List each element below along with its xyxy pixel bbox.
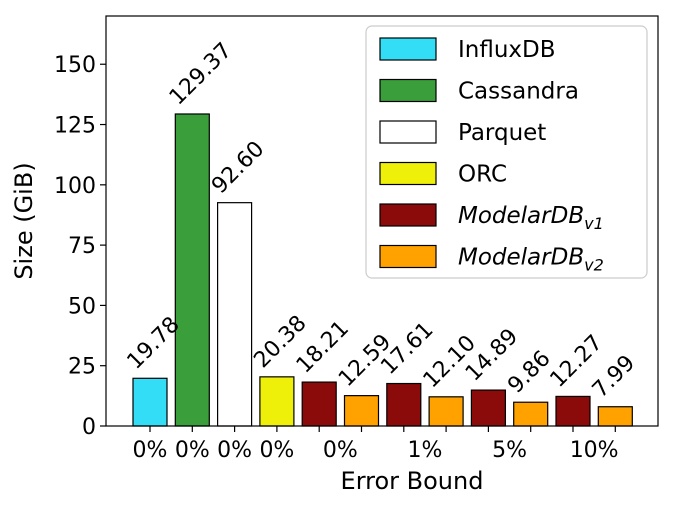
y-axis-label: Size (GiB) — [10, 162, 38, 279]
x-tick-label: 0% — [259, 438, 294, 463]
legend-cassandra-swatch — [379, 78, 437, 103]
legend-modelardb-v2-name: ModelarDB — [458, 245, 584, 271]
y-axis: 0 25 50 75 100 125 150 — [54, 53, 106, 440]
legend-orc-name: ORC — [458, 162, 507, 188]
bar-modelardb-v2-11 — [597, 406, 633, 427]
x-tick-label: 1% — [407, 438, 442, 463]
legend-parquet-label: Parquet — [458, 120, 546, 146]
y-tick-label: 25 — [68, 355, 96, 380]
bar-influxdb-0 — [132, 377, 168, 427]
legend-influxdb-swatch — [379, 37, 437, 61]
bar-modelardb-v1-6 — [386, 382, 422, 427]
legend-modelardb-v1-swatch — [379, 203, 437, 227]
x-tick-label: 0% — [323, 438, 358, 463]
bar-modelardb-v1-4 — [301, 381, 337, 427]
legend: InfluxDBCassandraParquetORCModelarDBv1Mo… — [365, 25, 648, 279]
x-tick-label: 10% — [570, 438, 619, 463]
legend-cassandra-name: Cassandra — [458, 79, 579, 105]
legend-modelardb-v1-subscript: v1 — [584, 214, 604, 233]
x-axis: 0% 0% 0% 0% 0% 1% 5% 10% — [133, 426, 619, 463]
legend-modelardb-v2-swatch — [379, 244, 437, 269]
legend-orc-swatch — [379, 161, 437, 186]
x-tick-label: 0% — [175, 438, 210, 463]
x-axis-label: Error Bound — [341, 467, 484, 495]
bar-modelardb-v2-5 — [343, 395, 380, 427]
y-tick-label: 50 — [68, 294, 96, 319]
bar-modelardb-v2-7 — [428, 396, 464, 427]
x-tick-label: 5% — [492, 438, 527, 463]
bars-group — [132, 113, 633, 427]
data-label: 92.60 — [207, 137, 269, 199]
plot-frame — [105, 15, 659, 427]
legend-parquet-swatch — [379, 120, 437, 144]
y-tick-label: 0 — [82, 415, 96, 440]
y-tick-label: 75 — [68, 234, 96, 259]
bar-modelardb-v2-9 — [513, 401, 549, 427]
bar-parquet-2 — [217, 202, 253, 427]
bar-modelardb-v1-8 — [470, 389, 506, 427]
legend-influxdb-label: InfluxDB — [458, 37, 556, 63]
legend-modelardb-v2-subscript: v2 — [584, 256, 604, 275]
bar-modelardb-v1-10 — [555, 395, 591, 427]
x-tick-label: 0% — [133, 438, 168, 463]
legend-orc-label: ORC — [458, 162, 507, 188]
y-tick-label: 150 — [54, 53, 96, 78]
legend-influxdb-name: InfluxDB — [458, 37, 556, 63]
legend-frame — [365, 25, 648, 279]
legend-modelardb-v1-name: ModelarDB — [458, 203, 584, 229]
data-label: 129.37 — [165, 38, 237, 110]
bar-cassandra-1 — [174, 113, 210, 427]
bar-orc-3 — [259, 376, 295, 427]
legend-parquet-name: Parquet — [458, 120, 546, 146]
x-tick-label: 0% — [217, 438, 252, 463]
y-tick-label: 100 — [54, 174, 96, 199]
legend-modelardb-v2-label: ModelarDBv2 — [458, 245, 604, 275]
legend-modelardb-v1-label: ModelarDBv1 — [458, 203, 604, 233]
y-tick-label: 125 — [54, 114, 96, 139]
legend-cassandra-label: Cassandra — [458, 79, 579, 105]
